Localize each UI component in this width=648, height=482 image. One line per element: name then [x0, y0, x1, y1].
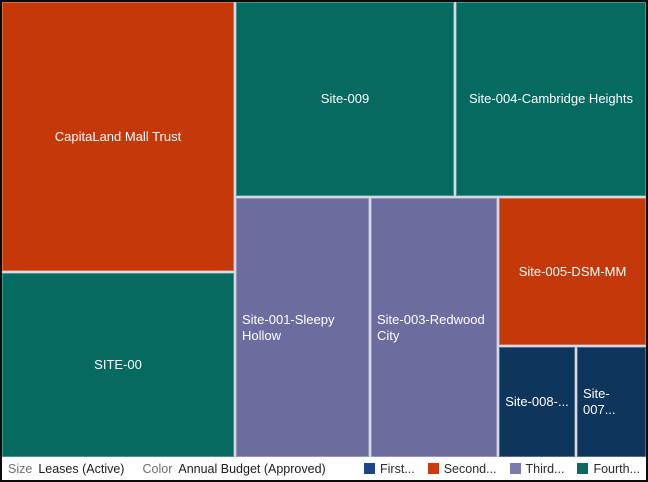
- color-dimension-label: Color: [142, 461, 173, 476]
- legend-swatch-icon: [577, 463, 589, 474]
- treemap-plot-area: CapitaLand Mall Trust SITE-00 Site-009 Site…: [2, 2, 646, 457]
- treemap-tile-site-004-cambridge-heights[interactable]: Site-004-Cambridge Heights: [456, 2, 646, 196]
- treemap-tile-label: Site-001-Sleepy Hollow: [242, 311, 335, 343]
- color-dimension-value: Annual Budget (Approved): [178, 461, 326, 476]
- chart-footer: Size Leases (Active) Color Annual Budget…: [2, 457, 646, 480]
- legend-item-label: Fourth...: [593, 461, 640, 476]
- legend-item-label: Third...: [525, 461, 565, 476]
- color-legend: First... Second... Third... Fourth...: [364, 462, 640, 476]
- legend-swatch-icon: [364, 463, 375, 474]
- treemap-tile-site-00[interactable]: SITE-00: [2, 273, 234, 457]
- treemap-tile-label: CapitaLand Mall Trust: [54, 128, 182, 144]
- legend-item-third[interactable]: Third...: [509, 461, 565, 476]
- treemap-tile-site-008[interactable]: Site-008-...: [499, 347, 575, 457]
- treemap-tile-label: Site-009: [320, 91, 370, 107]
- treemap-tile-label: Site-008-...: [505, 394, 569, 410]
- legend-item-first[interactable]: First...: [364, 462, 415, 476]
- treemap-tile-site-003-redwood-city[interactable]: Site-003-Redwood City: [371, 198, 497, 457]
- legend-item-second[interactable]: Second...: [427, 461, 497, 476]
- treemap-tile-label: Site-004-Cambridge Heights: [468, 91, 634, 107]
- legend-item-label: First...: [380, 461, 415, 476]
- treemap-tile-label: Site-003-Redwood City: [377, 311, 485, 343]
- legend-swatch-icon: [509, 463, 521, 474]
- legend-item-fourth[interactable]: Fourth...: [577, 462, 640, 476]
- treemap-tile-label: Site-005-DSM-MM: [518, 263, 627, 279]
- treemap-tile-label: SITE-00: [94, 357, 142, 373]
- treemap-tile-label: Site-007...: [583, 386, 616, 417]
- treemap-tile-site-001-sleepy-hollow[interactable]: Site-001-Sleepy Hollow: [236, 198, 369, 457]
- treemap-tile-capitaland-mall-trust[interactable]: CapitaLand Mall Trust: [2, 2, 234, 271]
- legend-swatch-icon: [427, 463, 439, 474]
- size-dimension-label: Size: [8, 461, 33, 476]
- size-dimension-value: Leases (Active): [38, 461, 125, 476]
- treemap-tile-site-005-dsm-mm[interactable]: Site-005-DSM-MM: [499, 198, 646, 345]
- treemap-tile-site-009[interactable]: Site-009: [236, 2, 454, 196]
- legend-item-label: Second...: [443, 461, 497, 476]
- treemap-tile-site-007[interactable]: Site-007...: [577, 347, 646, 457]
